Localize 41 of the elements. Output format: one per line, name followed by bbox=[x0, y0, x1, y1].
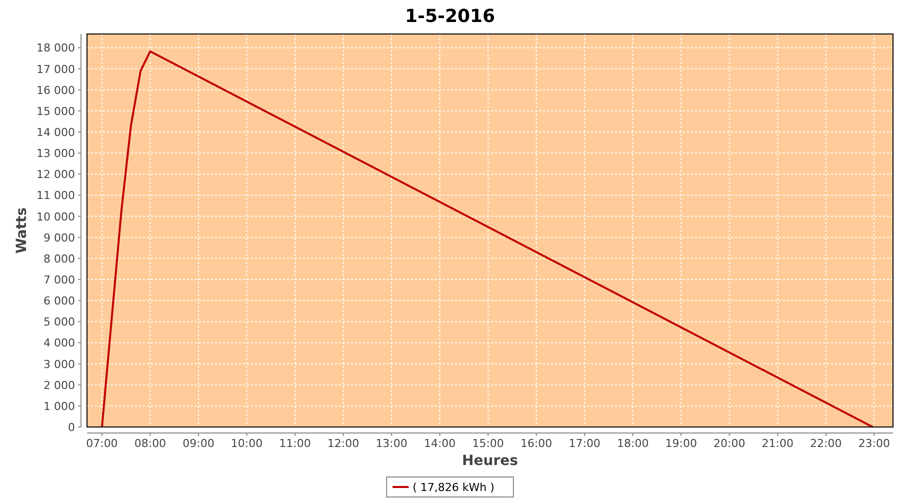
y-tick-label: 14 000 bbox=[36, 126, 75, 139]
x-tick-label: 09:00 bbox=[182, 437, 214, 450]
y-tick-label: 15 000 bbox=[36, 104, 75, 118]
x-tick-label: 16:00 bbox=[520, 437, 552, 450]
line-series bbox=[100, 50, 874, 428]
x-tick-label: 13:00 bbox=[376, 437, 408, 450]
x-tick-label: 14:00 bbox=[424, 437, 456, 450]
y-tick-label: 10 000 bbox=[36, 210, 75, 224]
x-tick-label: 07:00 bbox=[86, 437, 118, 450]
y-tick-label: 1 000 bbox=[44, 400, 75, 413]
x-tick-label: 15:00 bbox=[472, 437, 504, 450]
x-tick-label: 21:00 bbox=[762, 437, 794, 450]
y-axis-title: Watts bbox=[14, 207, 30, 254]
x-tick-label: 12:00 bbox=[327, 437, 360, 450]
chart-title: 1-5-2016 bbox=[404, 6, 496, 27]
y-tick-label: 9 000 bbox=[44, 231, 75, 244]
x-tick-label: 22:00 bbox=[810, 437, 842, 450]
y-tick-label: 6 000 bbox=[44, 294, 75, 308]
y-tick-label: 8 000 bbox=[44, 252, 75, 266]
y-tick-label: 12 000 bbox=[36, 168, 75, 182]
x-tick-label: 10:00 bbox=[230, 437, 263, 450]
y-tick-label: 18 000 bbox=[36, 42, 75, 55]
x-tick-label: 18:00 bbox=[617, 437, 649, 450]
x-axis-title: Heures bbox=[462, 453, 518, 469]
legend-label: ( 17,826 kWh ) bbox=[412, 481, 494, 494]
x-tick-label: 20:00 bbox=[714, 437, 746, 450]
x-tick-label: 17:00 bbox=[568, 437, 600, 450]
y-tick-label: 2 000 bbox=[44, 378, 75, 392]
x-tick-label: 19:00 bbox=[665, 437, 697, 450]
y-tick-label: 16 000 bbox=[36, 84, 75, 97]
x-tick-label: 08:00 bbox=[134, 437, 166, 450]
y-tick-label: 13 000 bbox=[36, 147, 75, 160]
x-tick-label: 11:00 bbox=[279, 437, 311, 450]
y-tick-label: 5 000 bbox=[44, 316, 75, 329]
x-tick-label: 23:00 bbox=[858, 437, 890, 450]
y-tick-label: 7 000 bbox=[44, 273, 75, 286]
y-tick-label: 11 000 bbox=[36, 189, 75, 202]
y-tick-label: 17 000 bbox=[36, 62, 75, 76]
y-tick-label: 0 bbox=[68, 421, 75, 434]
y-tick-label: 4 000 bbox=[44, 336, 75, 350]
y-tick-label: 3 000 bbox=[44, 358, 75, 371]
